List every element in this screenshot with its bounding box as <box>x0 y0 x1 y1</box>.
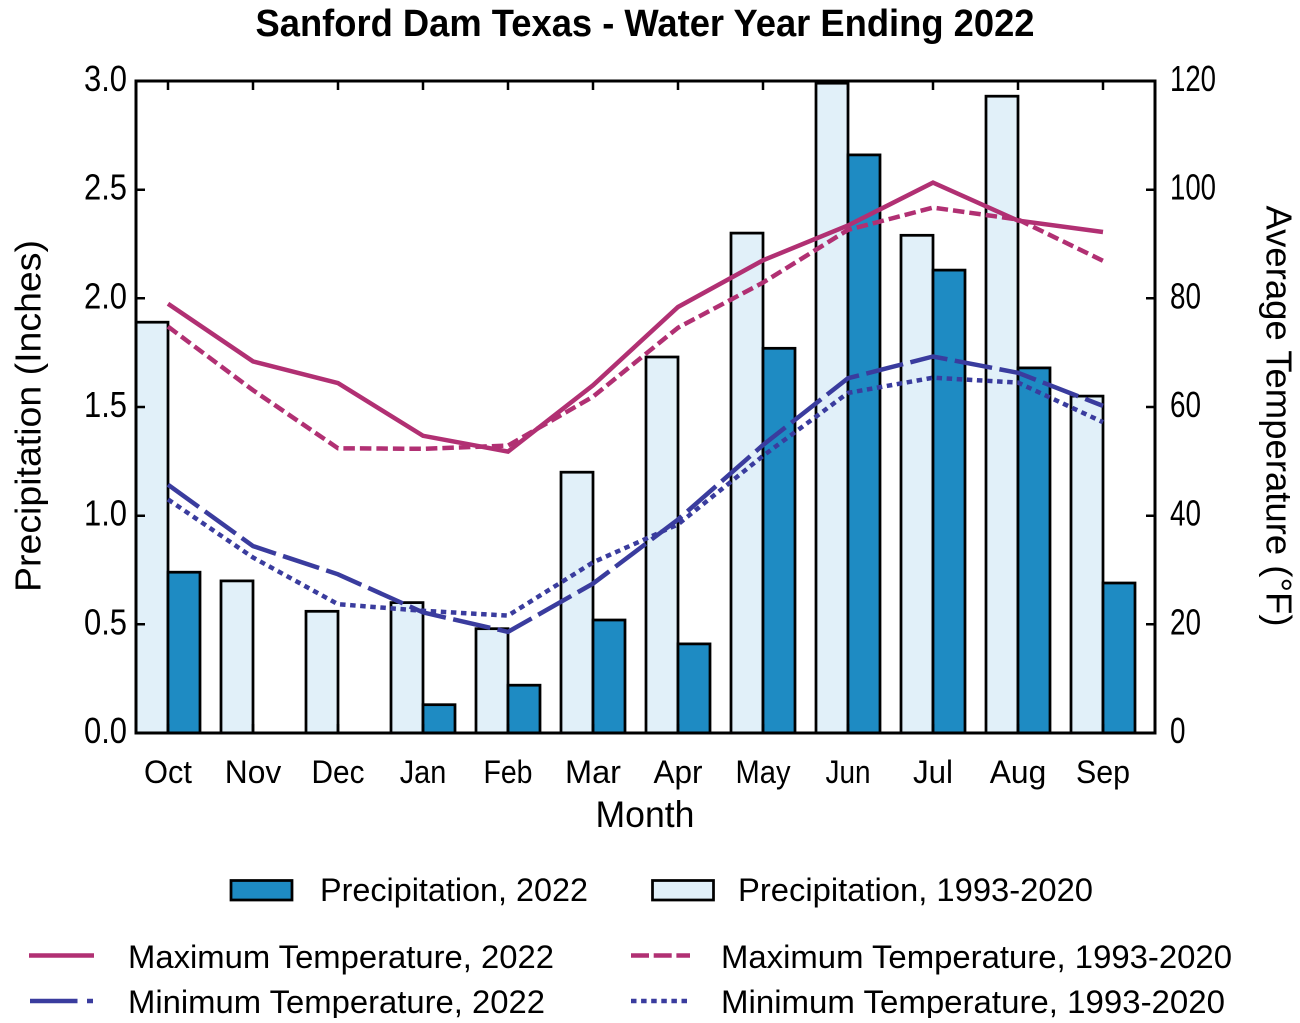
svg-text:0.0: 0.0 <box>84 710 127 751</box>
svg-text:Jun: Jun <box>826 754 871 790</box>
svg-text:20: 20 <box>1170 601 1201 642</box>
svg-text:60: 60 <box>1170 384 1201 425</box>
svg-text:May: May <box>736 754 791 790</box>
svg-text:Precipitation (Inches): Precipitation (Inches) <box>8 240 49 592</box>
svg-text:Apr: Apr <box>654 754 703 790</box>
svg-text:120: 120 <box>1170 58 1216 99</box>
svg-text:Minimum Temperature, 2022: Minimum Temperature, 2022 <box>128 984 545 1018</box>
svg-text:Month: Month <box>596 794 695 835</box>
svg-text:Jan: Jan <box>400 754 447 790</box>
svg-text:0: 0 <box>1170 710 1186 751</box>
svg-text:80: 80 <box>1170 275 1201 316</box>
svg-text:Feb: Feb <box>484 754 533 790</box>
svg-text:100: 100 <box>1170 167 1216 208</box>
svg-text:1.5: 1.5 <box>84 384 127 425</box>
svg-text:2.0: 2.0 <box>84 275 127 316</box>
svg-text:Precipitation, 1993-2020: Precipitation, 1993-2020 <box>738 872 1093 908</box>
svg-text:Nov: Nov <box>225 754 282 790</box>
svg-text:Dec: Dec <box>312 754 365 790</box>
svg-text:Oct: Oct <box>144 754 192 790</box>
svg-text:Maximum Temperature, 2022: Maximum Temperature, 2022 <box>128 939 554 975</box>
svg-text:Sep: Sep <box>1076 754 1130 790</box>
svg-text:2.5: 2.5 <box>84 167 127 208</box>
svg-text:Jul: Jul <box>913 754 953 790</box>
svg-text:Average Temperature (°F): Average Temperature (°F) <box>1259 206 1300 627</box>
svg-text:Mar: Mar <box>565 754 621 790</box>
svg-text:1.0: 1.0 <box>84 493 127 534</box>
svg-text:Precipitation, 2022: Precipitation, 2022 <box>320 872 588 908</box>
svg-text:0.5: 0.5 <box>84 601 127 642</box>
svg-text:Minimum Temperature, 1993-2020: Minimum Temperature, 1993-2020 <box>721 984 1225 1018</box>
svg-text:3.0: 3.0 <box>84 58 127 99</box>
svg-text:40: 40 <box>1170 493 1201 534</box>
svg-text:Sanford Dam Texas - Water Year: Sanford Dam Texas - Water Year Ending 20… <box>256 3 1035 45</box>
svg-text:Maximum Temperature, 1993-2020: Maximum Temperature, 1993-2020 <box>721 939 1232 975</box>
svg-text:Aug: Aug <box>990 754 1047 790</box>
